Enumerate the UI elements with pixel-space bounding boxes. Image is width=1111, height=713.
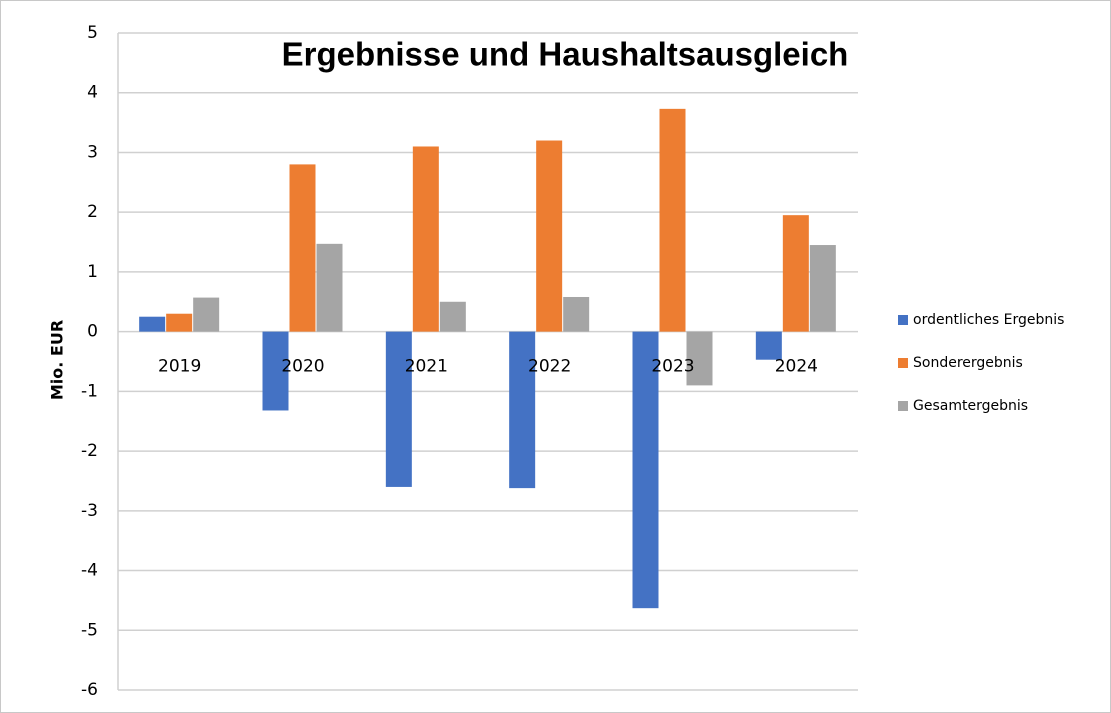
legend-label: Gesamtergebnis bbox=[913, 398, 1028, 414]
y-tick-label: 2 bbox=[87, 202, 98, 222]
x-tick-label: 2020 bbox=[281, 357, 324, 377]
y-tick-label: 1 bbox=[87, 262, 98, 282]
legend-swatch bbox=[898, 315, 908, 325]
y-tick-label: 5 bbox=[87, 23, 98, 43]
bar bbox=[686, 331, 713, 386]
bar bbox=[809, 245, 836, 332]
bar bbox=[509, 331, 536, 489]
bar bbox=[782, 215, 809, 332]
bar bbox=[289, 164, 316, 332]
x-tick-label: 2022 bbox=[528, 357, 571, 377]
bar bbox=[632, 331, 659, 609]
y-tick-label: -6 bbox=[81, 680, 98, 700]
y-axis-label: Mio. EUR bbox=[48, 320, 67, 400]
y-tick-label: -5 bbox=[81, 620, 98, 640]
y-tick-label: -2 bbox=[81, 441, 98, 461]
bar bbox=[659, 108, 686, 332]
legend-swatch bbox=[898, 401, 908, 411]
y-tick-label: 3 bbox=[87, 142, 98, 162]
y-tick-label: -1 bbox=[81, 381, 98, 401]
y-tick-label: 0 bbox=[87, 322, 98, 342]
bar bbox=[412, 146, 439, 332]
bar bbox=[755, 331, 782, 360]
bar bbox=[563, 296, 590, 332]
bar bbox=[439, 301, 466, 332]
bar bbox=[166, 313, 193, 332]
x-tick-label: 2019 bbox=[158, 357, 201, 377]
y-tick-label: -4 bbox=[81, 561, 98, 581]
legend-label: ordentliches Ergebnis bbox=[913, 312, 1064, 328]
x-tick-label: 2023 bbox=[651, 357, 694, 377]
bar bbox=[385, 331, 412, 487]
legend-swatch bbox=[898, 358, 908, 368]
chart-title: Ergebnisse und Haushaltsausgleich bbox=[282, 36, 849, 73]
x-tick-label: 2021 bbox=[405, 357, 448, 377]
x-tick-label: 2024 bbox=[775, 357, 818, 377]
bar bbox=[536, 140, 563, 332]
bar bbox=[316, 243, 343, 332]
y-tick-label: 4 bbox=[87, 83, 98, 103]
bar bbox=[193, 297, 220, 332]
legend-label: Sonderergebnis bbox=[913, 355, 1023, 371]
y-tick-label: -3 bbox=[81, 501, 98, 521]
bar bbox=[262, 331, 289, 411]
bar bbox=[139, 316, 166, 332]
